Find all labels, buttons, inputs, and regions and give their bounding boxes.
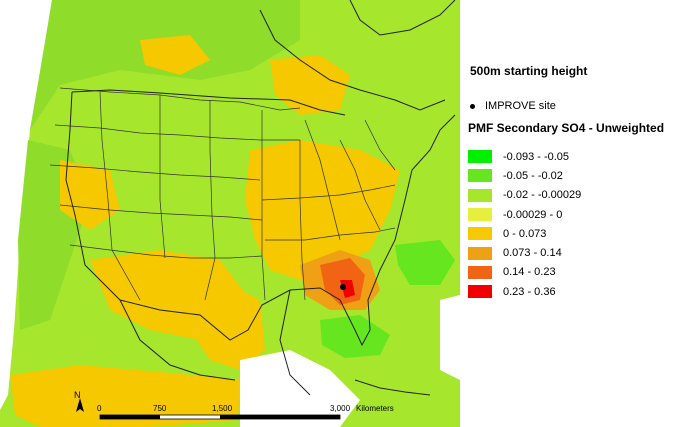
legend-item: -0.05 - -0.02 (468, 166, 581, 185)
improve-site-marker (340, 284, 346, 290)
map-nodata-atlantic-gap (440, 295, 460, 380)
map-canvas: N 0 750 1,500 3,000 Kilometers (0, 0, 460, 427)
region-orange-south-coast (10, 365, 240, 427)
legend-item: 0.073 - 0.14 (468, 243, 581, 262)
legend-item: 0.14 - 0.23 (468, 263, 581, 282)
map-title: 500m starting height (470, 64, 588, 78)
legend-item: -0.02 - -0.00029 (468, 186, 581, 205)
scale-tick-0: 0 (97, 404, 102, 413)
north-label: N (74, 390, 81, 400)
legend-items: -0.093 - -0.05 -0.05 - -0.02 -0.02 - -0.… (468, 147, 581, 301)
legend-label: -0.00029 - 0 (503, 208, 563, 221)
state-boundaries (49, 87, 396, 301)
scale-tick-1500: 1,500 (212, 404, 233, 413)
site-dot-icon (470, 103, 475, 109)
legend-item: -0.00029 - 0 (468, 205, 581, 224)
legend-title: PMF Secondary SO4 - Unweighted (468, 121, 665, 135)
legend-swatch (468, 285, 492, 299)
legend-label: -0.093 - -0.05 (503, 150, 570, 163)
legend-item: 0.23 - 0.36 (468, 282, 581, 301)
legend-label: 0.23 - 0.36 (503, 285, 556, 298)
legend-label: -0.02 - -0.00029 (503, 189, 582, 202)
legend-swatch (468, 246, 492, 260)
region-orange-northwest-patch (140, 35, 210, 75)
region-brightgreen-atlantic (395, 240, 455, 285)
scale-tick-750: 750 (153, 404, 167, 413)
region-orange-central-east (245, 140, 400, 280)
legend-label: 0.14 - 0.23 (503, 266, 556, 279)
scale-unit: Kilometers (356, 404, 394, 413)
region-orange-west-patch (60, 160, 120, 230)
region-orange-texas (180, 285, 265, 370)
legend-label: 0.073 - 0.14 (503, 247, 562, 260)
legend-swatch (468, 188, 492, 202)
region-brightgreen-gulf (320, 315, 390, 358)
legend-swatch (468, 169, 492, 183)
legend-item: -0.093 - -0.05 (468, 147, 581, 166)
legend-label: -0.05 - -0.02 (503, 169, 563, 182)
scale-bar: 0 750 1,500 3,000 Kilometers (97, 404, 394, 420)
map-nodata-mexico-gap (240, 350, 360, 427)
legend-swatch (468, 227, 492, 241)
legend-item: 0 - 0.073 (468, 224, 581, 243)
legend-swatch (468, 208, 492, 222)
country-outline (65, 0, 456, 396)
site-legend: IMPROVE site (470, 100, 556, 112)
north-arrow: N (74, 390, 84, 412)
scale-tick-3000: 3,000 (330, 404, 351, 413)
legend-swatch (468, 265, 492, 279)
site-legend-label: IMPROVE site (485, 100, 556, 112)
legend-swatch (468, 150, 492, 164)
legend-label: 0 - 0.073 (503, 227, 547, 240)
legend-panel: 500m starting height IMPROVE site PMF Se… (460, 0, 674, 427)
